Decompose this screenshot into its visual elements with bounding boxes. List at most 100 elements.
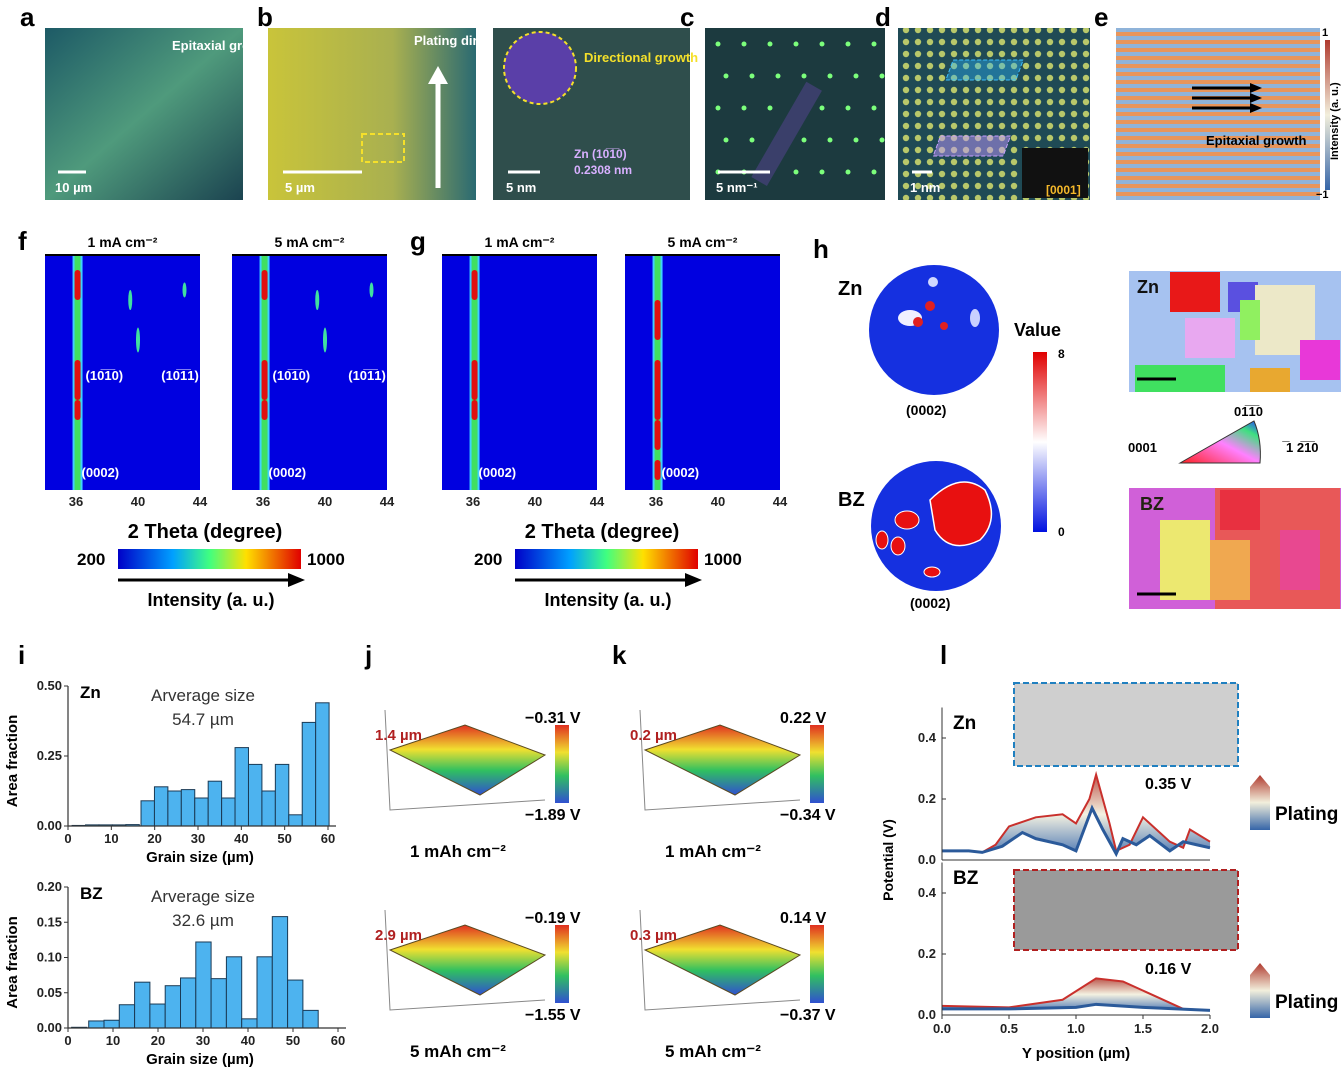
x-tick-label: 44 (380, 494, 395, 509)
colorbar-min: 200 (474, 550, 502, 569)
colorbar-min: −1 (1316, 189, 1329, 201)
x-tick-label: 2.0 (1201, 1021, 1219, 1036)
3d-axes (639, 909, 801, 1011)
x-tick-label: 40 (528, 494, 542, 509)
y-tick-label: 0.0 (918, 852, 936, 867)
lattice-overlay-top (945, 59, 1024, 81)
diffraction-spot (749, 137, 755, 143)
histogram-bar (301, 721, 317, 827)
height-label: 0.3 µm (630, 927, 677, 944)
x-tick-label: 40 (711, 494, 725, 509)
x-axis-label: Y position (µm) (1022, 1045, 1130, 1062)
peak-potential-label: 0.35 V (1145, 776, 1192, 793)
zoom-box (361, 133, 405, 163)
panel-label-e: e (1094, 2, 1108, 32)
value-max: 8 (1058, 347, 1065, 361)
panel-label-l: l (940, 640, 947, 670)
directional-growth-label: Directional growth (584, 50, 698, 65)
annotation-value: 32.6 µm (172, 911, 234, 930)
potential-min: −1.89 V (525, 807, 581, 824)
colorbar-max: 1000 (704, 550, 742, 569)
panel-label-a: a (20, 2, 35, 32)
pole-figure-zn (869, 265, 999, 395)
diffraction-spot (871, 169, 877, 175)
plating-arrow-icon (1250, 775, 1270, 830)
arrow-label: Plating direction (414, 33, 516, 48)
height-label: 2.9 µm (375, 927, 422, 944)
plating-arrow-icon (1250, 963, 1270, 1018)
histogram-bar (149, 1003, 166, 1029)
peak-hotspot (74, 270, 81, 300)
3d-surface (388, 924, 547, 996)
potential-max: 0.22 V (780, 710, 827, 727)
3d-surface (643, 724, 802, 796)
diffraction-spot (827, 137, 833, 143)
series-line (942, 1002, 1211, 1012)
peak-label: (10̅1̅1) (161, 368, 199, 383)
weak-peak (315, 290, 320, 310)
pf-label-zn: Zn (838, 278, 862, 300)
sem-inset (1013, 869, 1239, 951)
intensity-colorbar (515, 549, 698, 569)
caption-a: Epitaxial growth (172, 38, 272, 53)
value-min: 0 (1058, 525, 1065, 539)
x-tick-label: 44 (193, 494, 208, 509)
peak-label: (0002) (269, 465, 307, 480)
colorbar-e (1325, 40, 1330, 190)
kpfm-3d-maps: 1.4 µm −0.31 V −1.89 V 1 mAh cm⁻² 2.9 µm −0.1… (375, 709, 836, 1061)
y-tick-label: 0.20 (37, 879, 62, 894)
colorbar-label: Intensity (a. u.) (544, 590, 671, 610)
sem-inset (1013, 682, 1239, 767)
sample-label: BZ (80, 884, 103, 903)
series-line (941, 977, 1211, 1012)
x-tick-label: 20 (151, 1033, 165, 1048)
diffraction-spot (715, 105, 721, 111)
x-tick-label: 0 (64, 1033, 71, 1048)
peak-hotspot (261, 400, 268, 420)
histogram-bar (274, 763, 290, 827)
xrd-map (442, 255, 597, 490)
x-tick-label: 40 (131, 494, 145, 509)
beam-stopper (751, 81, 822, 186)
x-axis-label: Grain size (µm) (146, 849, 254, 866)
xrd-map (625, 255, 780, 490)
colorbar-max: 1000 (307, 550, 345, 569)
annotation: Arverage size (151, 686, 255, 705)
x-axis-label: Grain size (µm) (146, 1051, 254, 1068)
weak-peak (369, 282, 374, 298)
sem-image-b (268, 28, 476, 200)
x-tick-label: 40 (318, 494, 332, 509)
intensity-stripes (1116, 28, 1320, 200)
x-tick-label: 36 (466, 494, 480, 509)
histogram-bar (241, 1018, 258, 1029)
potential-max: −0.19 V (525, 910, 581, 927)
annotation: Arverage size (151, 887, 255, 906)
histogram-bar (140, 800, 155, 827)
xrd-map (232, 255, 387, 490)
x-tick-label: 40 (234, 831, 248, 846)
y-axis-label: Area fraction (4, 715, 21, 808)
histogram-bar (167, 790, 182, 827)
x-tick-label: 36 (256, 494, 270, 509)
diffraction-spot (741, 41, 747, 47)
scale-label: 5 µm (285, 180, 315, 195)
diffraction-spot (723, 73, 729, 79)
zone-axis-label: [0001] (1046, 183, 1081, 197)
series-line (942, 804, 1211, 858)
3d-axes (639, 709, 801, 811)
diffraction-spot (845, 105, 851, 111)
peak-hotspot (654, 460, 661, 480)
panel-label-h: h (813, 234, 829, 264)
panel-label-b: b (257, 2, 273, 32)
colorbar-max: 1 (1322, 27, 1328, 39)
y-tick-label: 0.4 (918, 730, 937, 745)
3d-axes (384, 909, 546, 1011)
histogram-bar (210, 978, 227, 1029)
peak-hotspot (261, 360, 268, 400)
histogram-bar (315, 702, 330, 827)
colorbar-label: Intensity (a. u.) (1329, 82, 1341, 160)
height-label: 1.4 µm (375, 727, 422, 744)
panel-label-g: g (410, 226, 426, 256)
peak-label: (0002) (479, 465, 517, 480)
